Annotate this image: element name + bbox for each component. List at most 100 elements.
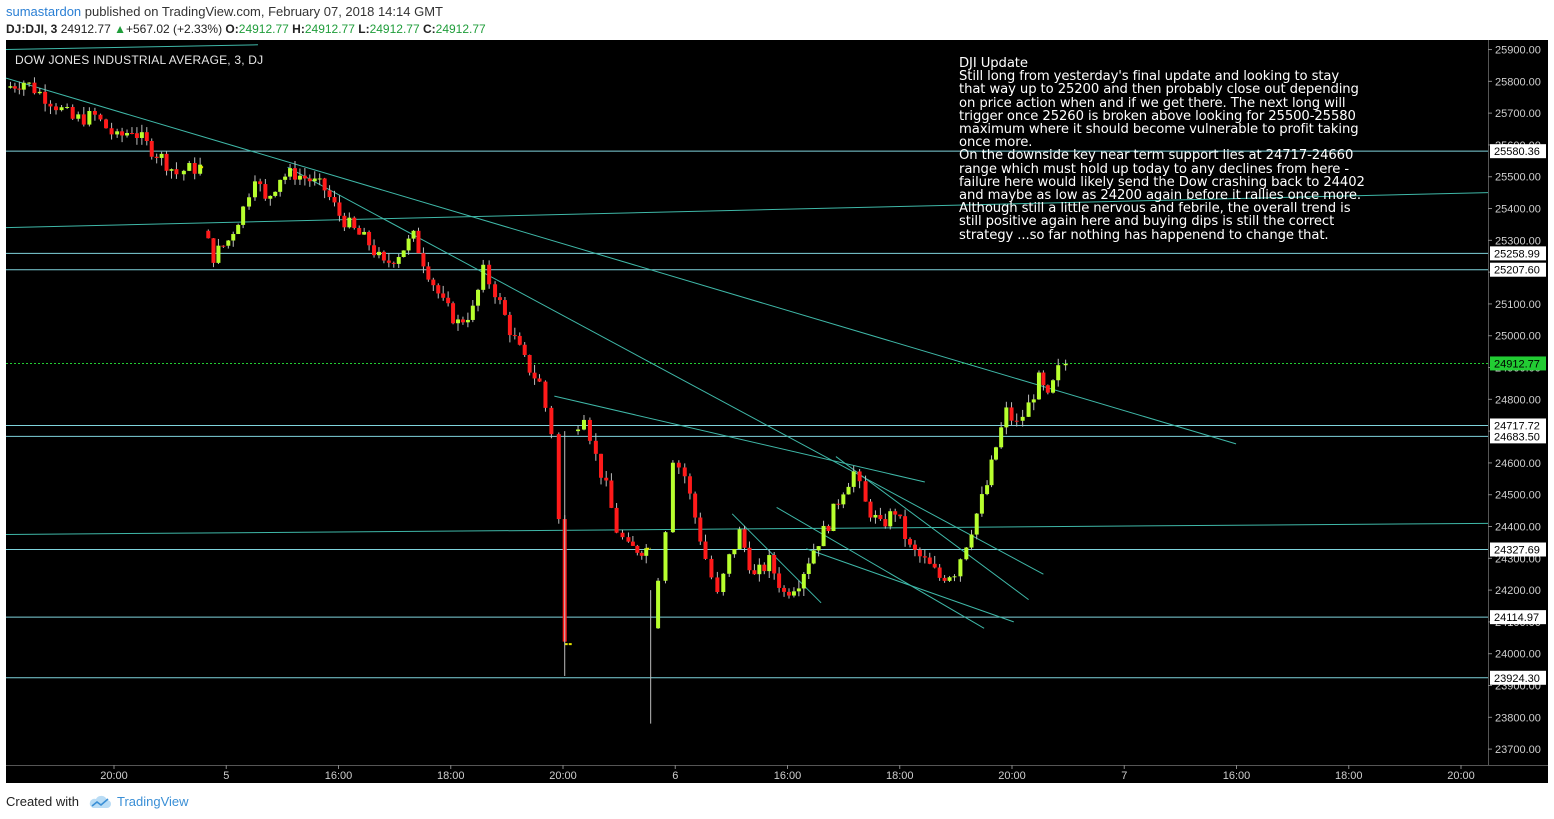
bull-candle — [796, 588, 801, 592]
bear-candle — [593, 440, 598, 454]
bull-candle — [470, 305, 475, 320]
footer: Created with TradingView — [0, 783, 1554, 819]
bull-candle — [312, 178, 317, 182]
trendline — [835, 456, 1029, 601]
y-tick-label: 23700.00 — [1495, 744, 1541, 756]
y-tick-label: 25900.00 — [1495, 45, 1541, 57]
level-price-tag — [1490, 144, 1546, 159]
bear-candle — [777, 573, 782, 588]
bull-candle — [1051, 380, 1056, 393]
bear-candle — [192, 163, 197, 174]
bear-candle — [782, 587, 787, 592]
annotation-line: trigger once 25260 is broken above looki… — [959, 108, 1356, 124]
bear-candle — [556, 434, 561, 520]
bear-candle — [292, 168, 297, 180]
bull-candle — [268, 195, 273, 199]
bear-candle — [532, 372, 537, 379]
bear-candle — [446, 297, 451, 304]
chart-area[interactable]: 23700.0023800.0023900.0024000.0024100.00… — [6, 40, 1548, 783]
bear-candle — [747, 547, 752, 571]
update-annotation: DJI Update Still long from yesterday's f… — [959, 57, 1429, 242]
bull-candle — [969, 534, 974, 548]
bear-candle — [507, 314, 512, 336]
bull-candle — [283, 176, 288, 180]
y-tick-label: 24500.00 — [1495, 490, 1541, 502]
bear-candle — [709, 558, 714, 578]
bull-candle — [737, 529, 742, 550]
bear-candle — [836, 503, 841, 505]
bear-candle — [635, 545, 640, 553]
annotation-line: still positive again here and buying dip… — [959, 214, 1335, 230]
bear-candle — [868, 501, 873, 518]
bear-candle — [12, 86, 17, 89]
level-price-tag — [1490, 610, 1546, 625]
bear-candle — [549, 407, 554, 435]
bear-candle — [92, 111, 97, 115]
bear-candle — [752, 570, 757, 575]
author-link[interactable]: sumastardon — [6, 4, 82, 19]
bear-candle — [942, 577, 947, 581]
bear-candle — [502, 300, 507, 315]
bear-candle — [391, 262, 396, 264]
bull-candle — [727, 554, 732, 574]
bear-candle — [512, 335, 517, 337]
bear-candle — [332, 197, 337, 203]
bull-candle — [851, 471, 856, 487]
close-label: C: — [422, 22, 436, 36]
bull-candle — [8, 86, 13, 88]
bear-candle — [1009, 407, 1014, 421]
annotation-line: on price action when and if we get there… — [959, 95, 1346, 111]
bear-candle — [609, 480, 614, 508]
bear-candle — [917, 549, 922, 557]
bear-candle — [144, 132, 149, 142]
bull-candle — [1004, 407, 1009, 428]
high-value: 24912.77 — [304, 22, 355, 36]
x-tick-label: 5 — [223, 770, 229, 782]
bull-candle — [821, 525, 826, 547]
y-tick-label: 25300.00 — [1495, 235, 1541, 247]
low-value: 24912.77 — [369, 22, 420, 36]
price-chart[interactable]: 23700.0023800.0023900.0024000.0024100.00… — [6, 40, 1548, 783]
bear-candle — [174, 169, 179, 175]
bull-candle — [297, 175, 302, 180]
bull-candle — [236, 224, 241, 235]
bull-candle — [888, 511, 893, 527]
bull-candle — [993, 447, 998, 460]
tradingview-cloud-icon[interactable] — [88, 795, 112, 809]
bear-candle — [431, 279, 436, 286]
level-price-label: 24683.50 — [1494, 431, 1540, 443]
bear-candle — [1041, 372, 1046, 386]
bull-candle — [476, 289, 481, 306]
bear-candle — [263, 184, 268, 199]
annotation-line: and maybe as low as 24200 again before i… — [959, 188, 1361, 204]
bear-candle — [604, 477, 609, 481]
bull-candle — [989, 459, 994, 486]
level-price-tag — [1490, 670, 1546, 685]
bear-candle — [893, 511, 898, 515]
y-tick-label: 23800.00 — [1495, 712, 1541, 724]
bull-candle — [791, 591, 796, 596]
bear-candle — [436, 285, 441, 294]
bear-candle — [149, 141, 154, 157]
annotation-line: Still long from yesterday's final update… — [959, 69, 1340, 85]
y-tick-label: 24600.00 — [1495, 458, 1541, 470]
bear-candle — [826, 525, 831, 531]
tradingview-link[interactable]: TradingView — [117, 794, 189, 809]
y-tick-label: 25800.00 — [1495, 76, 1541, 88]
bull-candle — [1031, 399, 1036, 403]
created-with-text: Created with — [6, 794, 79, 809]
bull-candle — [663, 532, 668, 581]
bear-candle — [676, 462, 681, 468]
bull-candle — [115, 131, 120, 135]
bull-candle — [241, 206, 246, 225]
bull-candle — [1020, 416, 1025, 421]
bear-candle — [221, 245, 226, 247]
x-tick-label: 18:00 — [1335, 770, 1363, 782]
bear-candle — [342, 215, 347, 228]
bull-candle — [396, 257, 401, 264]
bull-candle — [1036, 372, 1041, 400]
open-value: 24912.77 — [238, 22, 289, 36]
bear-candle — [327, 190, 332, 198]
bull-candle — [846, 486, 851, 495]
bull-candle — [644, 548, 649, 556]
